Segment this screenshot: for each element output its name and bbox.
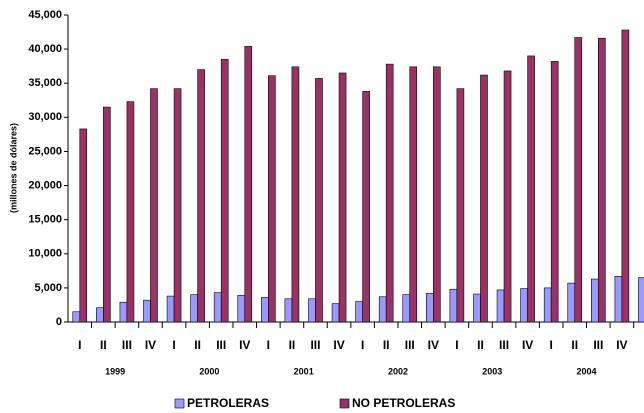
y-tick-label: 10,000 — [28, 248, 62, 260]
bar — [503, 70, 512, 323]
bar — [308, 298, 316, 323]
bar — [190, 294, 198, 323]
bar — [426, 293, 434, 323]
y-tick-label: 5,000 — [34, 282, 62, 294]
bar — [638, 277, 644, 323]
bar — [567, 282, 576, 323]
bar — [355, 301, 363, 323]
bar — [598, 37, 606, 323]
x-tick-label: II — [289, 338, 296, 352]
y-tick-label: 35,000 — [28, 77, 62, 89]
bar — [574, 37, 583, 323]
bar — [385, 63, 394, 323]
bar — [237, 295, 246, 323]
x-tick-label: II — [100, 338, 107, 352]
legend-label: NO PETROLERAS — [352, 396, 455, 410]
x-tick-label: III — [310, 338, 320, 352]
x-tick-label: I — [78, 338, 81, 352]
bar — [433, 66, 441, 323]
bar — [291, 66, 300, 323]
bar — [213, 292, 222, 323]
x-tick-label: IV — [239, 338, 250, 352]
bar — [79, 128, 88, 323]
bar — [614, 275, 623, 323]
bar — [378, 296, 387, 323]
bar — [173, 88, 182, 323]
bar — [197, 69, 205, 323]
bar — [261, 297, 269, 323]
bar — [338, 72, 347, 323]
y-tick-label: 15,000 — [28, 214, 62, 226]
bar — [362, 91, 370, 323]
bar — [456, 88, 465, 323]
x-tick-label: I — [550, 338, 553, 352]
x-tick-label: III — [216, 338, 226, 352]
x-tick-label: III — [122, 338, 132, 352]
legend-label: PETROLERAS — [187, 396, 269, 410]
x-tick-label: I — [361, 338, 364, 352]
bar — [621, 29, 630, 323]
x-tick-label: IV — [333, 338, 344, 352]
bar — [315, 78, 323, 323]
legend-swatch — [174, 398, 185, 409]
bar — [520, 288, 528, 323]
bar — [543, 287, 552, 323]
y-tick-label: 25,000 — [28, 145, 62, 157]
x-tick-label: II — [477, 338, 484, 352]
bar — [331, 303, 340, 323]
bar — [550, 61, 559, 323]
bar — [166, 295, 175, 323]
x-tick-label: IV — [145, 338, 156, 352]
x-tick-label: II — [383, 338, 390, 352]
bar — [96, 307, 104, 323]
year-label: 2003 — [482, 366, 502, 376]
y-tick-label: 30,000 — [28, 111, 62, 123]
bar — [480, 74, 488, 323]
y-tick-label: 20,000 — [28, 179, 62, 191]
bar — [143, 299, 151, 323]
y-tick-label: 45,000 — [28, 9, 62, 21]
x-tick-label: I — [455, 338, 458, 352]
x-tick-label: II — [194, 338, 201, 352]
bar — [591, 278, 599, 323]
x-tick-label: III — [593, 338, 603, 352]
y-tick-label: 0 — [56, 316, 62, 328]
bar — [220, 59, 229, 323]
bar — [126, 101, 135, 323]
bar — [449, 288, 458, 323]
bar — [527, 55, 535, 323]
bar — [496, 289, 505, 323]
bar — [150, 88, 158, 323]
year-label: 2002 — [388, 366, 408, 376]
x-tick-label: III — [499, 338, 509, 352]
bar — [72, 311, 81, 323]
bar — [103, 106, 111, 323]
year-label: 2000 — [199, 366, 219, 376]
x-tick-label: IV — [428, 338, 439, 352]
y-tick-label: 40,000 — [28, 43, 62, 55]
bar — [119, 301, 128, 323]
x-tick-label: IV — [522, 338, 533, 352]
year-label: 1999 — [105, 366, 125, 376]
bar — [409, 66, 418, 323]
year-label: 2001 — [294, 366, 314, 376]
bar — [402, 294, 411, 323]
x-tick-label: IV — [616, 338, 627, 352]
year-label: 2004 — [577, 366, 597, 376]
y-axis-label: (millones de dólares) — [8, 123, 18, 213]
bar — [268, 75, 276, 323]
bar — [473, 293, 481, 323]
x-tick-label: III — [405, 338, 415, 352]
bar — [244, 46, 253, 323]
legend-swatch — [339, 398, 350, 409]
x-tick-label: I — [267, 338, 270, 352]
bar — [284, 298, 293, 323]
x-tick-label: II — [571, 338, 578, 352]
x-tick-label: I — [172, 338, 175, 352]
